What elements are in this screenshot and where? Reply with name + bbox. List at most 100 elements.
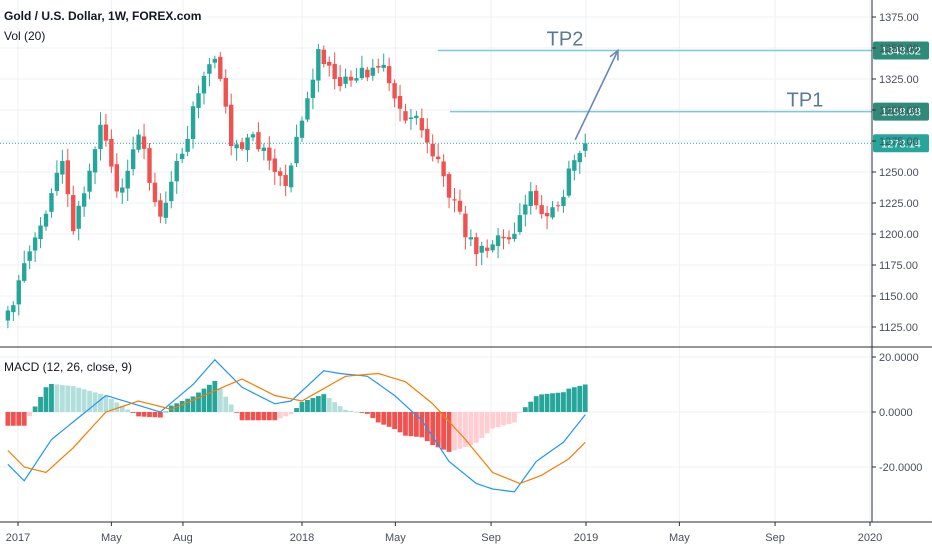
macd-histogram-bar bbox=[266, 412, 272, 421]
macd-histogram-bar bbox=[457, 412, 463, 449]
candle-body bbox=[103, 124, 109, 141]
macd-histogram-bar bbox=[108, 398, 114, 412]
macd-histogram-bar bbox=[386, 412, 392, 427]
macd-histogram-bar bbox=[196, 392, 201, 412]
candle-body bbox=[512, 233, 517, 239]
macd-histogram-bar bbox=[277, 412, 283, 419]
macd-histogram-bar bbox=[566, 388, 572, 412]
candle-body bbox=[386, 66, 392, 84]
candle-body bbox=[435, 156, 441, 160]
candle-body bbox=[425, 128, 430, 143]
candle-body bbox=[484, 247, 490, 251]
macd-histogram-bar bbox=[577, 385, 583, 412]
macd-histogram-bar bbox=[321, 394, 327, 412]
candle-body bbox=[278, 171, 283, 176]
projection-arrow[interactable] bbox=[574, 48, 619, 141]
target-price-tag bbox=[873, 41, 929, 60]
macd-histogram-bar bbox=[343, 409, 348, 412]
macd-histogram-bar bbox=[550, 393, 555, 412]
macd-histogram-bar bbox=[397, 412, 403, 433]
candle-body bbox=[572, 160, 577, 171]
macd-histogram-bar bbox=[228, 404, 234, 412]
macd-histogram-bar bbox=[49, 383, 54, 412]
candle-body bbox=[523, 204, 528, 215]
target-price-tag-text: 1298.68 bbox=[881, 107, 921, 119]
axes bbox=[0, 0, 932, 523]
candle-body bbox=[212, 58, 218, 63]
macd-histogram-bar bbox=[452, 412, 457, 451]
macd-histogram-bar bbox=[125, 409, 131, 412]
macd-histogram-bar bbox=[114, 402, 120, 412]
candle-body bbox=[27, 251, 32, 261]
candle-body bbox=[22, 263, 27, 281]
time-tick-label: 2020 bbox=[858, 532, 882, 544]
candle-body bbox=[337, 77, 343, 87]
signal-line bbox=[7, 372, 586, 485]
candle-body bbox=[228, 104, 234, 147]
candle-body bbox=[120, 187, 125, 193]
macd-histogram-bar bbox=[234, 412, 240, 413]
macd-histogram-bar bbox=[43, 387, 49, 412]
symbol-title: Gold / U.S. Dollar, 1W, FOREX.com bbox=[4, 9, 202, 23]
macd-histogram-bar bbox=[201, 388, 207, 412]
candle-body bbox=[376, 66, 381, 68]
candle-body bbox=[54, 172, 60, 191]
macd-histogram-bar bbox=[337, 406, 343, 412]
candle-body bbox=[566, 168, 572, 196]
candle-body bbox=[239, 142, 245, 149]
macd-histogram-bar bbox=[163, 411, 169, 413]
candle-body bbox=[408, 117, 414, 120]
volume-indicator-label[interactable]: Vol (20) bbox=[4, 29, 46, 43]
macd-histogram-bar bbox=[305, 399, 310, 412]
candle-body bbox=[288, 165, 294, 188]
macd-histogram-bar bbox=[571, 387, 577, 412]
macd-histogram-bar bbox=[223, 396, 229, 412]
macd-histogram-bar bbox=[430, 412, 436, 445]
candle-body bbox=[359, 67, 365, 79]
macd-histogram-bar bbox=[561, 392, 566, 412]
macd-histogram-bar bbox=[413, 412, 419, 437]
time-tick-label: 2019 bbox=[574, 532, 598, 544]
candle-body bbox=[430, 143, 435, 157]
price-tick-label: 1225.00 bbox=[879, 198, 919, 210]
time-tick-label: May bbox=[385, 532, 406, 544]
candle-body bbox=[583, 143, 588, 151]
candle-body bbox=[354, 78, 359, 81]
macd-histogram-bar bbox=[130, 412, 136, 413]
macd-histogram-bar bbox=[555, 392, 561, 412]
macd-tick-label: 20.0000 bbox=[879, 352, 919, 364]
macd-histogram-bar bbox=[157, 412, 163, 418]
macd-histogram-bar bbox=[76, 387, 82, 412]
candle-body bbox=[577, 153, 582, 163]
candle-body bbox=[474, 237, 479, 255]
macd-histogram-bar bbox=[419, 412, 425, 438]
candles[interactable] bbox=[5, 44, 588, 329]
candle-body bbox=[190, 106, 196, 139]
candle-body bbox=[397, 95, 403, 109]
macd-histogram-bar bbox=[119, 405, 125, 412]
macd-histogram-bar bbox=[212, 380, 218, 412]
candle-body bbox=[65, 160, 70, 195]
candle-body bbox=[501, 236, 506, 239]
candle-body bbox=[452, 199, 457, 201]
candle-body bbox=[152, 182, 158, 203]
candle-body bbox=[87, 170, 92, 192]
time-tick-label: May bbox=[669, 532, 690, 544]
candle-body bbox=[250, 134, 256, 138]
price-tick-label: 1150.00 bbox=[879, 291, 918, 303]
candle-body bbox=[201, 76, 207, 94]
macd-histogram-bar bbox=[332, 402, 338, 412]
macd-histogram-bar bbox=[506, 412, 512, 424]
candle-body bbox=[365, 69, 370, 78]
last-price-tag bbox=[873, 134, 929, 153]
macd-histogram-bar bbox=[528, 401, 534, 412]
macd-histogram-bar bbox=[10, 412, 16, 426]
price-tick-label: 1275.00 bbox=[879, 136, 919, 148]
macd-tick-label: 0.0000 bbox=[879, 407, 913, 419]
candle-body bbox=[463, 213, 468, 238]
candle-body bbox=[414, 115, 419, 119]
candle-body bbox=[130, 149, 136, 170]
macd-indicator-label[interactable]: MACD (12, 26, close, 9) bbox=[4, 360, 133, 374]
price-tick-label: 1250.00 bbox=[879, 167, 919, 179]
